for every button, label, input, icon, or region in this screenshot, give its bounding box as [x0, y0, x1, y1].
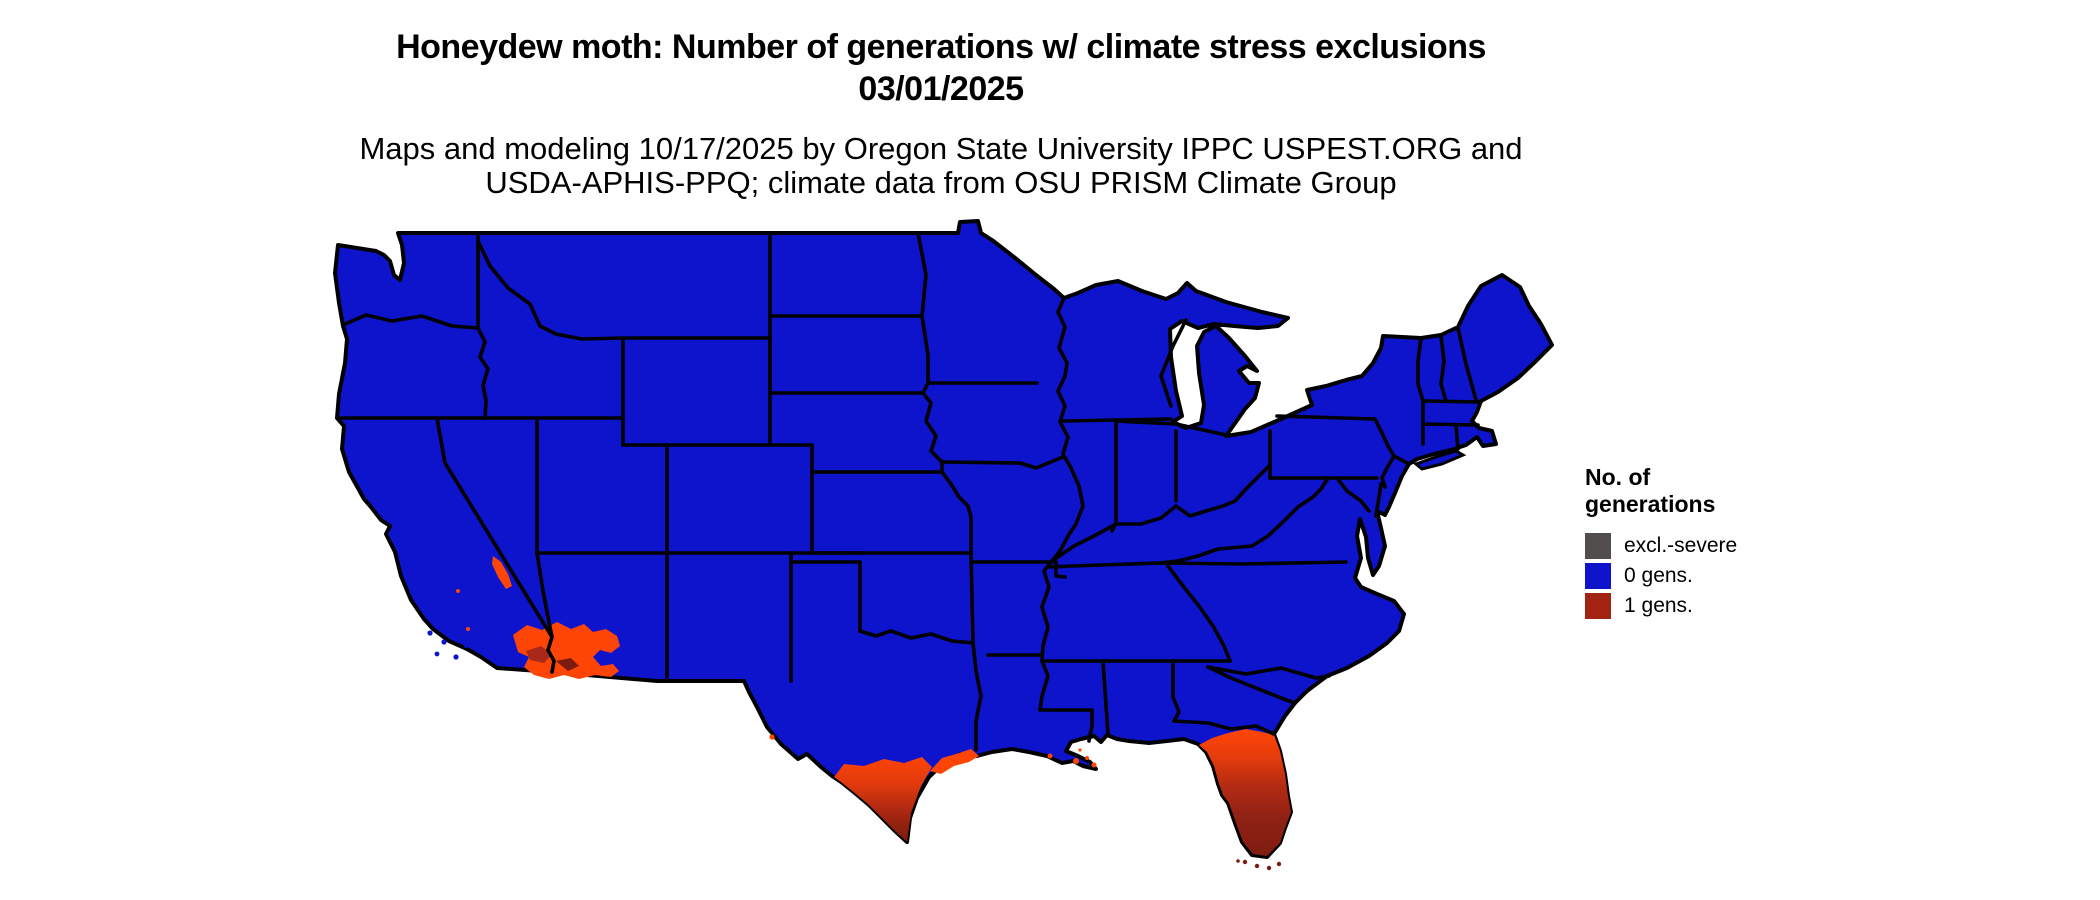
state-borders [335, 231, 1483, 752]
legend-title: No. of generations [1585, 464, 1885, 518]
region-florida-peninsula [1199, 729, 1291, 856]
legend-label-1-gens: 1 gens. [1624, 594, 1693, 617]
us-map-container [330, 205, 1580, 895]
region-louisiana-delta-spots [1047, 748, 1097, 768]
map-subtitle-line1: Maps and modeling 10/17/2025 by Oregon S… [359, 131, 1523, 166]
legend: No. of generations excl.-severe 0 gens. … [1585, 464, 1885, 621]
region-imperial-valley-dark [526, 646, 552, 663]
map-title: Honeydew moth: Number of generations w/ … [396, 28, 1486, 66]
region-socal-coast-spot [466, 627, 470, 631]
us-map [333, 219, 1554, 871]
legend-swatch-0-gens [1585, 563, 1611, 589]
legend-title-line1: No. of [1585, 464, 1651, 490]
region-florida-keys [1236, 859, 1282, 871]
legend-item-0-gens: 0 gens. [1585, 561, 1885, 591]
map-title-date: 03/01/2025 [858, 70, 1024, 108]
legend-item-1-gens: 1 gens. [1585, 591, 1885, 621]
channel-islands [427, 630, 468, 660]
region-yuma-dark [556, 658, 579, 671]
region-south-texas [834, 757, 932, 842]
region-big-bend-spot [769, 734, 775, 740]
legend-swatch-excl-severe [1585, 533, 1611, 559]
legend-label-0-gens: 0 gens. [1624, 564, 1693, 587]
long-island [1413, 449, 1467, 471]
region-texas-coast [930, 749, 979, 774]
map-subtitle-line2: USDA-APHIS-PPQ; climate data from OSU PR… [485, 165, 1397, 200]
legend-label-excl-severe: excl.-severe [1624, 534, 1738, 557]
one-generation-regions [456, 556, 1291, 871]
conus-landmass [333, 219, 1554, 859]
legend-item-excl-severe: excl.-severe [1585, 531, 1885, 561]
legend-swatch-1-gens [1585, 593, 1611, 619]
map-header: Honeydew moth: Number of generations w/ … [0, 26, 1882, 200]
region-death-valley [492, 556, 512, 589]
legend-items: excl.-severe 0 gens. 1 gens. [1585, 531, 1885, 621]
region-socal-spot [456, 589, 460, 593]
map-subtitle: Maps and modeling 10/17/2025 by Oregon S… [0, 132, 1882, 200]
region-socal-arizona [513, 622, 620, 679]
legend-title-line2: generations [1585, 491, 1716, 517]
